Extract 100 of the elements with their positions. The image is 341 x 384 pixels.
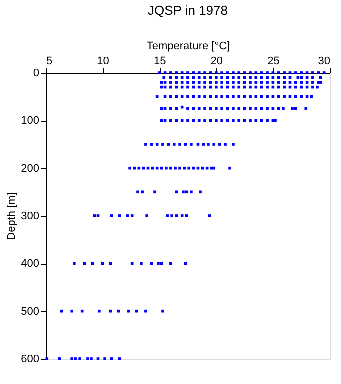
point	[254, 95, 258, 98]
point	[266, 81, 269, 84]
point	[254, 86, 258, 89]
y-tick-label: 200	[21, 162, 40, 175]
point	[220, 107, 224, 110]
x-tick-label: 5	[46, 56, 53, 68]
point	[208, 214, 211, 218]
point	[190, 190, 193, 194]
x-tick-label: 10	[97, 56, 110, 68]
point	[266, 119, 269, 122]
point	[186, 76, 190, 80]
point	[198, 86, 201, 89]
point	[58, 358, 62, 360]
point	[214, 76, 218, 80]
point	[249, 86, 252, 89]
point	[186, 119, 190, 122]
point	[300, 72, 304, 74]
point	[175, 190, 178, 194]
point	[110, 214, 114, 218]
point	[160, 262, 164, 266]
point	[277, 72, 280, 74]
point	[170, 76, 172, 80]
point	[254, 119, 258, 122]
point	[175, 86, 178, 89]
point	[260, 76, 264, 80]
point	[249, 76, 252, 80]
point	[232, 86, 235, 89]
point	[74, 358, 77, 360]
point	[162, 143, 164, 146]
point	[136, 190, 140, 194]
point	[306, 81, 309, 84]
y-tick-label: 400	[21, 258, 40, 270]
point	[300, 95, 304, 98]
point	[175, 72, 178, 74]
point	[243, 81, 246, 84]
point	[188, 166, 191, 170]
point	[300, 76, 304, 80]
point	[170, 119, 172, 122]
point	[178, 166, 182, 170]
point	[317, 81, 320, 84]
point	[186, 72, 190, 74]
point	[320, 81, 322, 84]
point	[277, 81, 280, 84]
point	[300, 86, 304, 89]
point	[294, 95, 298, 98]
point	[232, 72, 235, 74]
point	[91, 262, 94, 266]
y-tick-label: 500	[21, 306, 40, 318]
point	[220, 86, 224, 89]
point	[80, 310, 84, 313]
point	[186, 81, 190, 84]
point	[266, 72, 269, 74]
point	[192, 72, 196, 74]
point	[162, 310, 164, 313]
point	[175, 119, 178, 122]
point	[249, 81, 252, 84]
point	[198, 72, 201, 74]
y-tick-label: 0	[33, 68, 40, 80]
point	[198, 119, 201, 122]
point	[110, 358, 114, 360]
point	[164, 72, 167, 74]
point	[130, 214, 134, 218]
point	[260, 81, 264, 84]
point	[312, 72, 314, 74]
point	[186, 95, 190, 98]
point	[170, 214, 174, 218]
point	[214, 72, 218, 74]
point	[226, 72, 230, 74]
point	[294, 81, 298, 84]
point	[266, 95, 269, 98]
point	[46, 358, 49, 360]
point	[170, 86, 172, 89]
point	[214, 107, 218, 110]
point	[282, 107, 285, 110]
point	[232, 95, 235, 98]
point	[180, 81, 184, 84]
point	[167, 143, 170, 146]
point	[238, 81, 241, 84]
point	[254, 81, 258, 84]
point	[150, 143, 154, 146]
point	[220, 81, 224, 84]
point	[178, 143, 182, 146]
point	[283, 76, 286, 80]
point	[249, 107, 252, 110]
point	[135, 310, 138, 313]
point	[186, 86, 190, 89]
point	[291, 107, 294, 110]
point	[277, 86, 280, 89]
point	[70, 310, 74, 313]
x-tick-label: 20	[210, 56, 224, 68]
point	[306, 72, 309, 74]
point	[192, 81, 196, 84]
point	[249, 95, 252, 98]
point	[198, 95, 201, 98]
point	[104, 358, 106, 360]
point	[190, 143, 193, 146]
point	[212, 143, 216, 146]
point	[232, 76, 235, 80]
point	[277, 76, 280, 80]
point	[98, 310, 101, 313]
